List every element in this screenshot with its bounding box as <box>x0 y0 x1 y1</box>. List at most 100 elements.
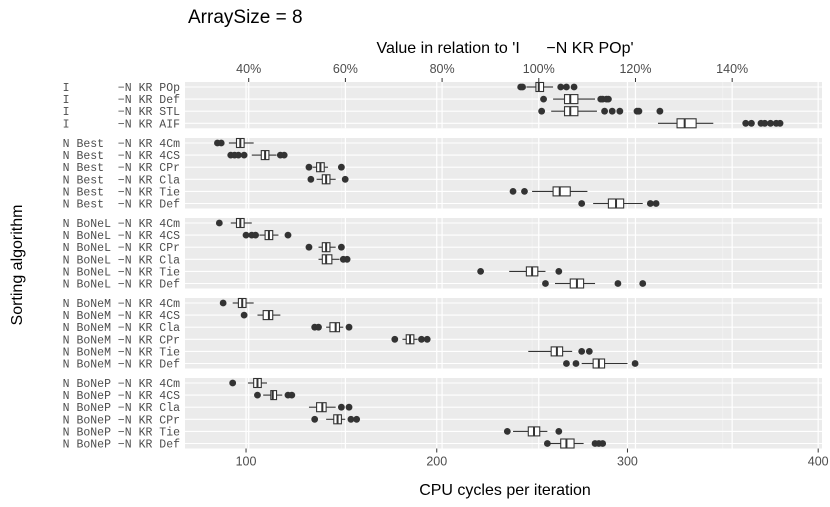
category-label: N BoNeM −N KR Cla <box>63 322 180 335</box>
box-row <box>254 390 296 401</box>
category-label: N BoNeM −N KR 4Cm <box>63 298 180 311</box>
box-row <box>542 278 647 289</box>
box-row <box>215 217 252 229</box>
outlier-point <box>280 151 288 159</box>
outlier-point <box>776 119 784 127</box>
outlier-point <box>519 83 526 91</box>
x-tick-label: 200 <box>426 455 447 469</box>
outlier-point <box>614 280 622 287</box>
category-label: N BoNeP −N KR Cla <box>63 402 180 415</box>
outlier-point <box>555 268 563 275</box>
box-row <box>311 414 361 425</box>
outlier-point <box>240 151 248 159</box>
outlier-point <box>585 348 593 355</box>
x-axis-ticks: 100 200 300 400 <box>236 448 829 469</box>
box-row <box>219 297 254 309</box>
category-label: N BoNeM −N KR Tie <box>63 346 180 359</box>
secondary-tick-label: 140% <box>716 62 748 76</box>
outlier-point <box>631 360 639 367</box>
outlier-point <box>252 231 259 239</box>
category-label: N Best −N KR Def <box>63 199 180 212</box>
outlier-point <box>767 119 774 127</box>
outlier-point <box>604 95 612 103</box>
outlier-point <box>311 415 319 423</box>
category-label: N Best −N KR CPr <box>63 162 180 175</box>
outlier-point <box>284 231 292 239</box>
box-row <box>240 310 281 321</box>
secondary-tick-label: 100% <box>523 62 555 76</box>
box-row <box>503 426 563 437</box>
outlier-point <box>215 219 223 227</box>
box <box>676 118 697 129</box>
category-label: I −N KR STL <box>63 106 180 119</box>
outlier-point <box>652 200 660 207</box>
outlier-point <box>307 175 315 183</box>
panel-background <box>185 218 822 289</box>
category-label: N BoNeL −N KR Tie <box>63 266 180 279</box>
category-label: I −N KR AIF <box>63 118 180 131</box>
outlier-point <box>477 268 485 275</box>
outlier-point <box>601 107 608 115</box>
outlier-point <box>521 188 528 195</box>
secondary-axis-ticks: 40% 60% 80% 100% 120% 140% <box>236 62 748 82</box>
outlier-point <box>748 119 755 127</box>
category-label: N BoNeP −N KR 4CS <box>63 390 180 403</box>
outlier-point <box>538 107 546 115</box>
category-label: N Best −N KR Tie <box>63 186 180 199</box>
outlier-point <box>240 311 248 319</box>
box-row <box>540 94 612 105</box>
category-label: N BoNeM −N KR 4CS <box>63 310 180 323</box>
category-label: N BoNeP −N KR Def <box>63 439 180 452</box>
outlier-point <box>337 163 345 171</box>
outlier-point <box>557 83 565 91</box>
box-row <box>391 334 431 345</box>
outlier-point <box>572 360 580 367</box>
category-label: N BoNeP −N KR CPr <box>63 414 180 427</box>
category-label: I −N KR Def <box>63 94 180 107</box>
secondary-tick-label: 40% <box>236 62 261 76</box>
category-label: N BoNeP −N KR 4Cm <box>63 378 180 391</box>
box-row <box>308 402 353 413</box>
outlier-point <box>635 107 643 115</box>
outlier-point <box>578 200 586 207</box>
category-label: I −N KR POp <box>63 82 180 95</box>
box <box>552 186 571 197</box>
outlier-point <box>599 440 607 447</box>
outlier-point <box>353 415 361 423</box>
box-row <box>477 266 563 277</box>
outlier-point <box>418 335 425 343</box>
outlier-point <box>337 403 345 411</box>
outlier-point <box>254 391 261 399</box>
outlier-point <box>219 299 227 307</box>
box-row <box>578 198 660 209</box>
outlier-point <box>509 188 517 195</box>
outlier-point <box>217 139 225 147</box>
outlier-point <box>345 403 353 411</box>
outlier-point <box>555 428 563 435</box>
outlier-point <box>242 231 250 239</box>
box-row <box>318 254 351 265</box>
outlier-point <box>540 95 547 103</box>
outlier-point <box>742 119 750 127</box>
outlier-point <box>543 440 551 447</box>
y-axis-title: Sorting algorithm <box>9 205 26 326</box>
outlier-point <box>288 391 296 399</box>
box-row <box>242 230 292 241</box>
outlier-point <box>343 255 351 263</box>
category-label: N BoNeM −N KR CPr <box>63 334 180 347</box>
category-label: N BoNeL −N KR CPr <box>63 242 180 255</box>
outlier-point <box>503 428 511 435</box>
outlier-point <box>315 323 322 331</box>
chart-title: ArraySize = 8 <box>188 7 303 28</box>
category-label: N Best −N KR 4Cm <box>63 138 180 151</box>
panel-background <box>185 298 822 369</box>
outlier-point <box>345 323 353 331</box>
category-label: N BoNeP −N KR Tie <box>63 426 180 439</box>
x-axis-title: CPU cycles per iteration <box>419 482 591 499</box>
